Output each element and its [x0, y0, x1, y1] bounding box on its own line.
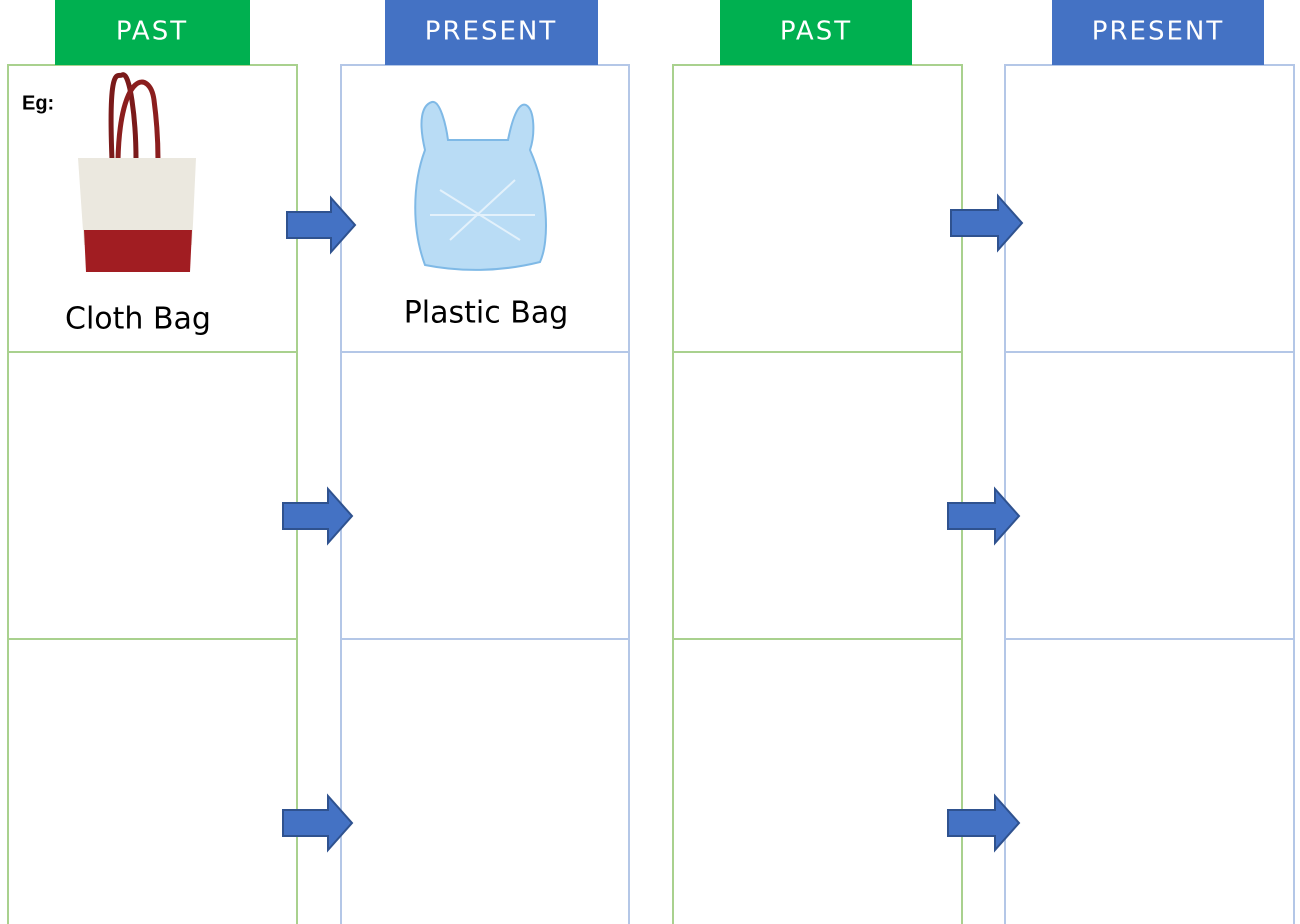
- header: PRESENT: [425, 17, 557, 47]
- header-tab: [385, 0, 598, 65]
- arrow: [950, 193, 1024, 253]
- cloth-bag-image: [78, 72, 196, 272]
- arrow: [947, 793, 1021, 853]
- arrow: [282, 793, 354, 853]
- grid: [7, 64, 1295, 924]
- arrow: [282, 486, 354, 546]
- header-tab: [720, 0, 912, 65]
- header: PAST: [780, 17, 852, 47]
- arrow: [286, 195, 357, 255]
- plastic-bag-image: [414, 101, 547, 271]
- example-prefix: Eg:: [22, 92, 54, 114]
- header: PAST: [116, 17, 188, 47]
- header: PRESENT: [1092, 17, 1224, 47]
- example-item: Cloth Bag: [65, 302, 211, 337]
- header-tab: [1052, 0, 1264, 65]
- past-column: [672, 64, 963, 924]
- present-column: [1004, 64, 1295, 924]
- arrows: [282, 193, 1024, 853]
- arrow: [947, 486, 1021, 546]
- example-item: Plastic Bag: [404, 296, 569, 331]
- header-tab: [55, 0, 250, 65]
